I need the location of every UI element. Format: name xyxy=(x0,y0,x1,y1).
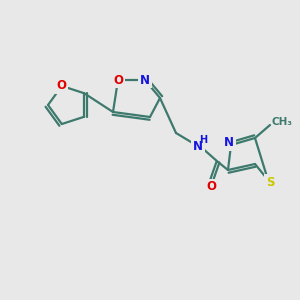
Text: O: O xyxy=(206,181,216,194)
Text: N: N xyxy=(224,136,234,149)
Text: O: O xyxy=(57,80,67,92)
Text: CH₃: CH₃ xyxy=(272,117,293,127)
Text: H: H xyxy=(199,135,207,145)
Text: O: O xyxy=(113,74,123,86)
Text: N: N xyxy=(193,140,203,152)
Text: S: S xyxy=(266,176,274,188)
Text: N: N xyxy=(140,74,150,86)
